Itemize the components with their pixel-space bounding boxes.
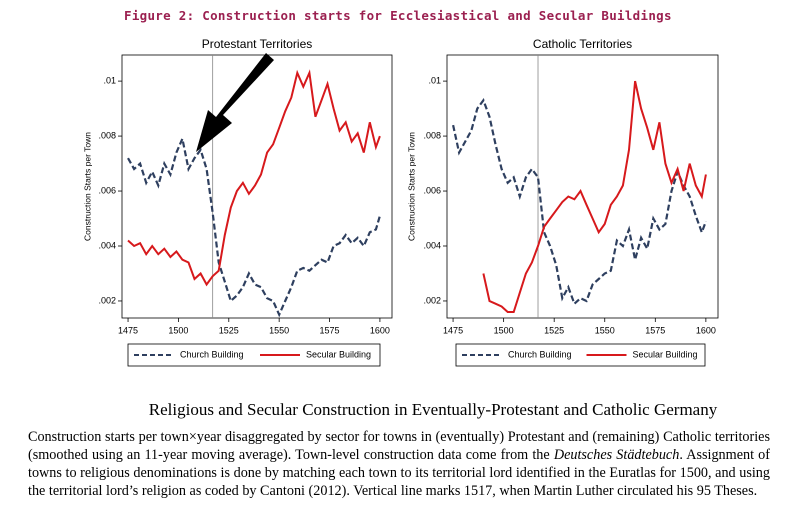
x-tick-label: 1475: [118, 325, 138, 335]
x-tick-label: 1550: [595, 325, 615, 335]
legend-label: Secular Building: [306, 349, 371, 359]
figure-title: Figure 2: Construction starts for Eccles…: [124, 8, 672, 23]
y-tick-label: .01: [428, 75, 441, 85]
x-tick-label: 1525: [544, 325, 564, 335]
caption-text: . Assignment of towns to religious denom…: [28, 447, 770, 499]
y-tick-label: .01: [103, 75, 116, 85]
y-tick-label: .002: [423, 295, 441, 305]
chart-title: Protestant Territories: [202, 37, 313, 51]
x-tick-label: 1600: [370, 325, 390, 335]
series-line: [452, 98, 707, 306]
y-axis-label: Construction Starts per Town: [406, 132, 416, 241]
y-tick-label: .006: [98, 185, 116, 195]
series-line: [127, 69, 381, 287]
legend-label: Church Building: [508, 349, 572, 359]
x-tick-label: 1600: [696, 325, 716, 335]
caption-italic: Deutsches Städtebuch: [553, 447, 680, 463]
y-tick-label: .008: [423, 130, 441, 140]
x-tick-label: 1575: [320, 325, 340, 335]
legend: [455, 343, 706, 367]
series-line: [482, 80, 707, 313]
arrow: [196, 53, 274, 152]
charts: Protestant Territories Construction Start…: [82, 37, 719, 367]
caption-text: Construction starts per town×year disagg…: [28, 429, 770, 463]
caption: Construction starts per town×year disagg…: [28, 428, 770, 500]
legend: [127, 343, 381, 367]
x-tick-label: 1475: [443, 325, 463, 335]
plot-area: [446, 54, 719, 319]
x-tick-label: 1575: [645, 325, 665, 335]
chart-title: Catholic Territories: [533, 37, 632, 51]
legend-label: Church Building: [180, 349, 244, 359]
y-tick-label: .004: [98, 240, 116, 250]
y-tick-label: .006: [423, 185, 441, 195]
legend-label: Secular Building: [633, 349, 698, 359]
x-tick-label: 1550: [269, 325, 289, 335]
y-tick-label: .004: [423, 240, 441, 250]
series-line: [127, 135, 381, 318]
x-tick-label: 1500: [168, 325, 188, 335]
caption-title: Religious and Secular Construction in Ev…: [148, 400, 718, 419]
x-tick-label: 1525: [219, 325, 239, 335]
y-axis-label: Construction Starts per Town: [82, 132, 92, 241]
y-tick-label: .008: [98, 130, 116, 140]
plot-area: [121, 54, 393, 319]
x-tick-label: 1500: [494, 325, 514, 335]
y-tick-label: .002: [98, 295, 116, 305]
